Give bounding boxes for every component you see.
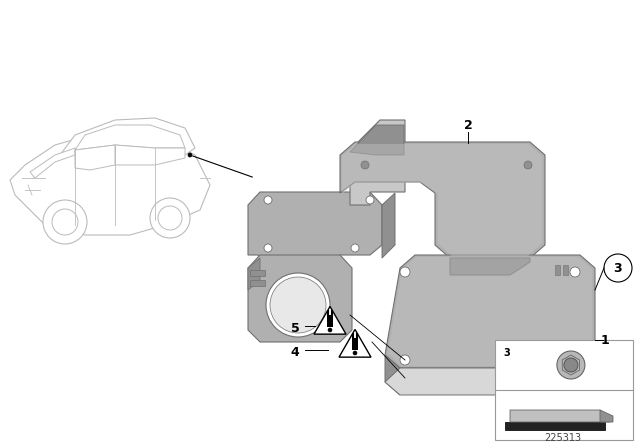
Polygon shape [382, 193, 395, 258]
Bar [495, 340, 633, 440]
Circle shape [564, 358, 578, 372]
Circle shape [570, 267, 580, 277]
Polygon shape [388, 257, 592, 366]
Polygon shape [248, 255, 352, 342]
Text: 1: 1 [600, 333, 609, 346]
Polygon shape [352, 338, 358, 350]
Circle shape [351, 244, 359, 252]
Text: 3: 3 [614, 262, 622, 275]
Text: 4: 4 [291, 345, 300, 358]
Text: 225313: 225313 [545, 433, 582, 443]
Polygon shape [115, 145, 185, 165]
Polygon shape [340, 142, 545, 258]
Circle shape [400, 355, 410, 365]
Polygon shape [339, 329, 371, 357]
Circle shape [524, 161, 532, 169]
Circle shape [270, 277, 326, 333]
Text: 5: 5 [291, 322, 300, 335]
Polygon shape [510, 410, 610, 422]
Polygon shape [385, 255, 595, 368]
Bar [563, 265, 568, 275]
Bar [555, 265, 560, 275]
Polygon shape [248, 258, 260, 290]
Polygon shape [342, 144, 542, 256]
Polygon shape [314, 306, 346, 334]
Circle shape [264, 244, 272, 252]
Bar [250, 280, 265, 286]
Circle shape [604, 254, 632, 282]
Polygon shape [60, 118, 195, 155]
Polygon shape [600, 410, 613, 422]
Circle shape [188, 153, 192, 157]
Polygon shape [505, 422, 605, 430]
Polygon shape [75, 145, 115, 170]
Polygon shape [248, 192, 382, 268]
Polygon shape [350, 120, 405, 205]
Circle shape [353, 351, 357, 355]
Circle shape [43, 200, 87, 244]
Text: 3: 3 [504, 348, 510, 358]
Polygon shape [75, 125, 185, 150]
Circle shape [150, 198, 190, 238]
Polygon shape [580, 355, 595, 395]
Circle shape [52, 209, 78, 235]
Circle shape [361, 161, 369, 169]
Circle shape [366, 196, 374, 204]
Polygon shape [10, 135, 210, 235]
Polygon shape [385, 355, 400, 395]
Text: 2: 2 [463, 119, 472, 132]
Bar [250, 270, 265, 276]
Circle shape [400, 267, 410, 277]
Polygon shape [327, 315, 333, 327]
Polygon shape [350, 125, 404, 155]
Circle shape [158, 206, 182, 230]
Polygon shape [450, 258, 530, 275]
Circle shape [264, 196, 272, 204]
Polygon shape [30, 148, 75, 178]
Circle shape [266, 273, 330, 337]
Circle shape [328, 328, 332, 332]
Circle shape [570, 355, 580, 365]
Polygon shape [385, 368, 595, 395]
Circle shape [557, 351, 585, 379]
